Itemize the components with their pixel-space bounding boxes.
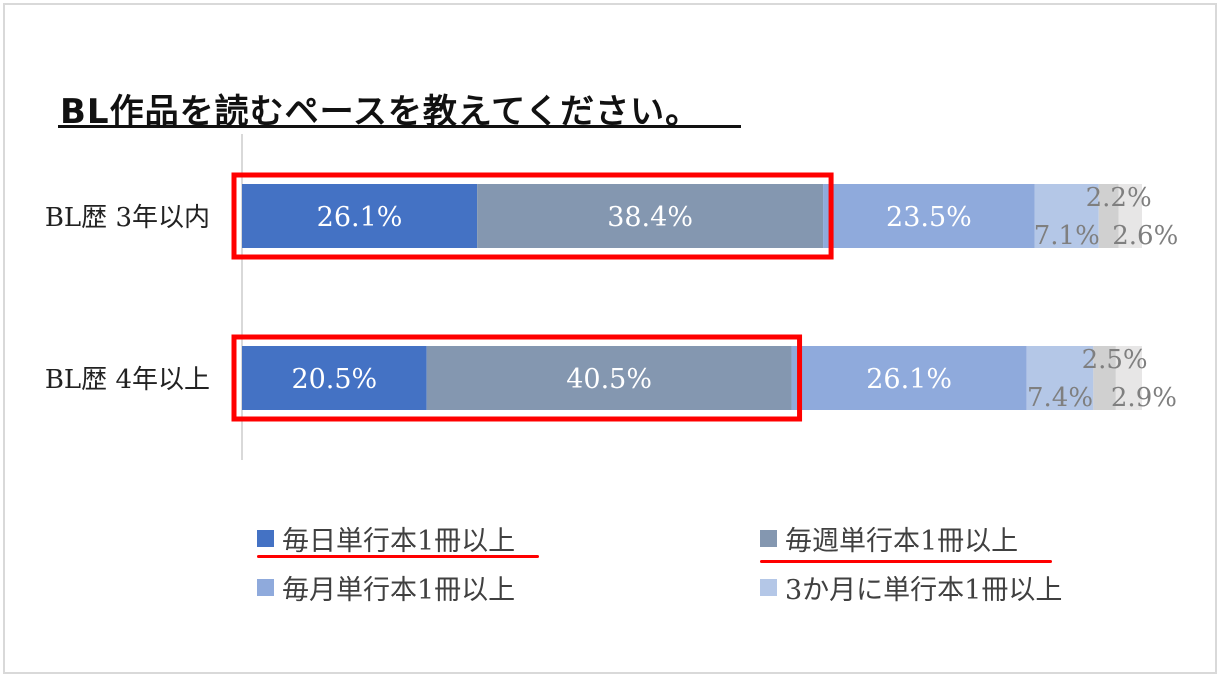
- legend-label-quarterly: 3か月に単行本1冊以上: [785, 575, 1063, 606]
- highlight-box: [231, 334, 803, 422]
- bar-segment: [242, 346, 427, 410]
- data-label: 38.4%: [607, 202, 693, 233]
- data-label: 2.5%: [1082, 345, 1148, 375]
- legend-swatch-quarterly: [760, 579, 777, 596]
- data-label: 7.1%: [1034, 221, 1100, 251]
- bar-segment: [426, 346, 792, 410]
- legend-highlight-underline-weekly: [760, 560, 1052, 563]
- bar-segment: [1115, 346, 1142, 410]
- data-label: 26.1%: [866, 364, 952, 395]
- legend-swatch-daily: [257, 530, 274, 547]
- highlight-box: [231, 172, 834, 260]
- legend-item-monthly: 毎月単行本1冊以上: [257, 568, 515, 607]
- legend-item-daily: 毎日単行本1冊以上: [257, 519, 515, 558]
- bar-segment: [242, 184, 478, 248]
- data-label: 2.9%: [1111, 383, 1177, 413]
- data-label: 7.4%: [1027, 383, 1093, 413]
- data-label: 2.2%: [1086, 183, 1152, 213]
- legend-label-monthly: 毎月単行本1冊以上: [282, 575, 516, 606]
- bar-segment: [1098, 184, 1119, 248]
- bar-segment: [823, 184, 1035, 248]
- bar-segment: [1034, 184, 1099, 248]
- data-label: 20.5%: [291, 364, 377, 395]
- data-label: 2.6%: [1112, 221, 1178, 251]
- bar-segment: [477, 184, 824, 248]
- legend-highlight-underline-daily: [257, 555, 539, 558]
- legend-item-weekly: 毎週単行本1冊以上: [760, 519, 1018, 558]
- legend-swatch-monthly: [257, 579, 274, 596]
- bar-segment: [1093, 346, 1116, 410]
- data-label: 23.5%: [886, 202, 972, 233]
- legend-swatch-weekly: [760, 530, 777, 547]
- bar-segment: [1118, 184, 1142, 248]
- category-label: BL歴 4年以上: [45, 365, 210, 395]
- legend-label-daily: 毎日単行本1冊以上: [282, 526, 516, 557]
- bar-segment: [791, 346, 1027, 410]
- data-label: 40.5%: [566, 364, 652, 395]
- bar-segment: [1026, 346, 1094, 410]
- data-label: 26.1%: [317, 202, 403, 233]
- title-underline: [58, 125, 741, 128]
- legend-item-quarterly: 3か月に単行本1冊以上: [760, 568, 1062, 607]
- category-label: BL歴 3年以内: [45, 203, 210, 233]
- legend-label-weekly: 毎週単行本1冊以上: [785, 526, 1019, 557]
